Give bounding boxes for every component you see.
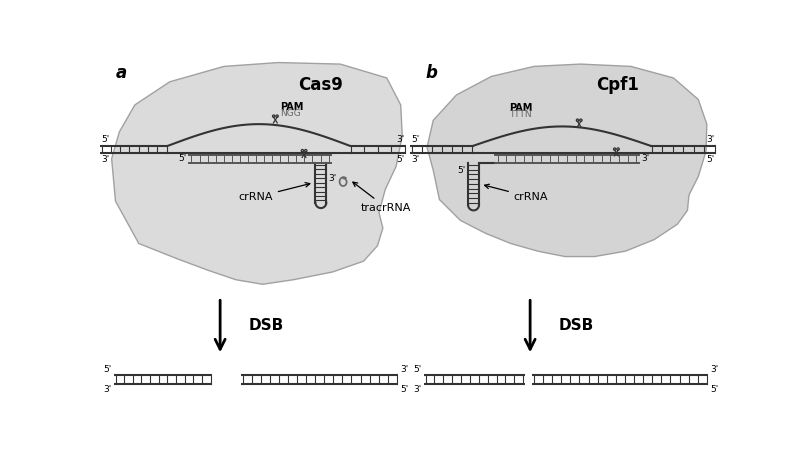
Text: 5': 5' (411, 135, 420, 144)
Text: 5': 5' (414, 365, 422, 374)
Text: crRNA: crRNA (485, 184, 548, 202)
Text: 3': 3' (396, 135, 405, 144)
Text: Cas9: Cas9 (298, 76, 343, 95)
Polygon shape (427, 64, 707, 256)
Text: DSB: DSB (249, 319, 284, 333)
Text: crRNA: crRNA (238, 183, 310, 202)
Text: 5': 5' (401, 385, 409, 394)
Text: NGG: NGG (281, 109, 302, 118)
Text: 3': 3' (641, 154, 650, 163)
Text: 3': 3' (414, 385, 422, 394)
Text: Cpf1: Cpf1 (596, 76, 639, 95)
Text: DSB: DSB (559, 319, 594, 333)
Text: PAM: PAM (509, 103, 533, 113)
Text: 5': 5' (103, 365, 112, 374)
Text: 5': 5' (710, 385, 719, 394)
Text: 3': 3' (329, 174, 337, 182)
Text: 3': 3' (401, 365, 409, 374)
Text: 5': 5' (102, 135, 110, 144)
Polygon shape (112, 63, 402, 284)
Text: 3': 3' (103, 385, 112, 394)
Text: b: b (426, 64, 438, 82)
Text: 5': 5' (458, 166, 466, 175)
Text: 3': 3' (706, 135, 714, 144)
Text: 3': 3' (411, 155, 420, 164)
Text: 5': 5' (706, 155, 714, 164)
Text: 5': 5' (178, 154, 187, 163)
Text: 3': 3' (710, 365, 719, 374)
Text: a: a (115, 64, 126, 82)
Text: 3': 3' (102, 155, 110, 164)
Text: 5': 5' (396, 155, 405, 164)
Text: tracrRNA: tracrRNA (353, 182, 411, 213)
Text: TTTN: TTTN (509, 110, 532, 119)
Text: PAM: PAM (281, 102, 304, 112)
